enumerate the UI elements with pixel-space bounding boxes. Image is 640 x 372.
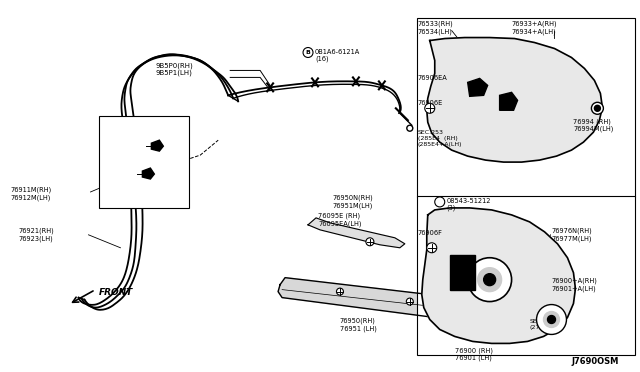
Circle shape <box>468 258 511 302</box>
Text: 76533(RH)
76534(LH): 76533(RH) 76534(LH) <box>418 20 454 35</box>
Circle shape <box>337 288 344 295</box>
Text: 76921(RH)
76923(LH): 76921(RH) 76923(LH) <box>19 228 54 242</box>
Polygon shape <box>142 168 154 179</box>
Circle shape <box>484 274 495 286</box>
Text: J7690OSM: J7690OSM <box>572 357 620 366</box>
Circle shape <box>406 298 413 305</box>
Text: 76950(RH)
76951 (LH): 76950(RH) 76951 (LH) <box>340 318 377 331</box>
Text: SEC.253
(285E4  (RH)
(285E4+A(LH): SEC.253 (285E4 (RH) (285E4+A(LH) <box>418 130 462 147</box>
FancyBboxPatch shape <box>417 196 636 355</box>
Polygon shape <box>422 208 575 343</box>
Text: 76911M(RH)
76912M(LH): 76911M(RH) 76912M(LH) <box>11 187 52 201</box>
Polygon shape <box>308 218 405 248</box>
Text: 76906F: 76906F <box>418 230 443 236</box>
Text: 76911H: 76911H <box>120 159 146 165</box>
Circle shape <box>425 103 435 113</box>
Polygon shape <box>468 78 488 96</box>
Text: 76900 (RH)
76901 (LH): 76900 (RH) 76901 (LH) <box>454 347 493 361</box>
Bar <box>450 255 475 290</box>
Text: FRONT: FRONT <box>99 288 132 296</box>
Text: 08543-51212
(3): 08543-51212 (3) <box>447 198 492 211</box>
Circle shape <box>366 238 374 246</box>
Circle shape <box>435 197 445 207</box>
Text: 76095E (RH)
76095EA(LH): 76095E (RH) 76095EA(LH) <box>318 213 362 227</box>
Circle shape <box>591 102 604 114</box>
Polygon shape <box>278 278 440 318</box>
Text: 76900F: 76900F <box>113 139 138 145</box>
Text: 76950N(RH)
76951M(LH): 76950N(RH) 76951M(LH) <box>333 195 374 209</box>
Text: 76933+A(RH)
76934+A(LH): 76933+A(RH) 76934+A(LH) <box>511 20 557 35</box>
Text: 76906E: 76906E <box>418 100 443 106</box>
Circle shape <box>536 305 566 334</box>
Text: 9B5P0(RH)
9B5P1(LH): 9B5P0(RH) 9B5P1(LH) <box>156 62 193 77</box>
Text: 76976N(RH)
76977M(LH): 76976N(RH) 76977M(LH) <box>552 228 592 242</box>
Text: 76994 (RH)
76994M(LH): 76994 (RH) 76994M(LH) <box>573 118 614 132</box>
Polygon shape <box>152 140 163 151</box>
Text: 0B1A6-6121A
(16): 0B1A6-6121A (16) <box>315 48 360 62</box>
Polygon shape <box>427 38 602 162</box>
Text: SEC.284
(27930+A): SEC.284 (27930+A) <box>529 320 564 330</box>
Circle shape <box>477 268 502 292</box>
Text: B: B <box>305 50 310 55</box>
Text: 76900+A(RH)
76901+A(LH): 76900+A(RH) 76901+A(LH) <box>552 278 597 292</box>
FancyBboxPatch shape <box>417 17 636 197</box>
FancyBboxPatch shape <box>99 116 189 208</box>
Circle shape <box>543 311 559 327</box>
Text: 76906EA: 76906EA <box>418 76 447 81</box>
Polygon shape <box>500 92 518 110</box>
Circle shape <box>547 315 556 324</box>
Circle shape <box>595 105 600 111</box>
Circle shape <box>427 243 436 253</box>
